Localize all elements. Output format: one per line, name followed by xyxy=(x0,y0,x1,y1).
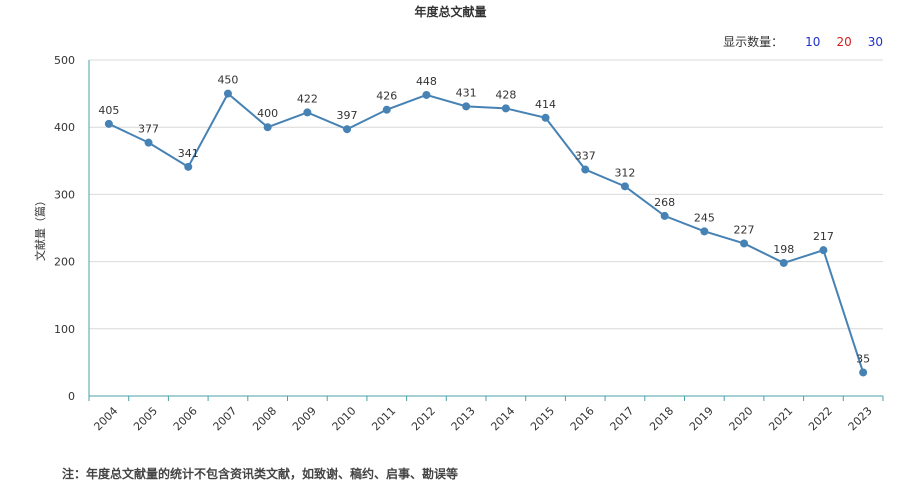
y-tick-label: 400 xyxy=(54,121,75,134)
x-tick-label: 2007 xyxy=(211,404,240,433)
data-point xyxy=(819,246,828,255)
data-label: 400 xyxy=(257,107,278,120)
data-point xyxy=(223,89,232,98)
data-point xyxy=(422,90,431,99)
data-point xyxy=(620,182,629,191)
data-label: 397 xyxy=(337,109,358,122)
y-tick-label: 0 xyxy=(68,390,75,403)
footnote: 注：年度总文献量的统计不包含资讯类文献，如致谢、稿约、启事、勘误等 xyxy=(62,467,459,481)
data-point xyxy=(779,258,788,267)
data-point xyxy=(541,113,550,122)
display-count-option-10[interactable]: 10 xyxy=(805,34,821,49)
data-label: 227 xyxy=(734,223,755,236)
data-point xyxy=(859,368,868,377)
x-tick-label: 2012 xyxy=(409,404,438,433)
x-tick-label: 2022 xyxy=(806,404,835,433)
data-label: 217 xyxy=(813,230,834,243)
data-point xyxy=(660,211,669,220)
x-tick-label: 2017 xyxy=(608,404,637,433)
data-point xyxy=(501,104,510,113)
data-point xyxy=(303,108,312,117)
data-point xyxy=(343,125,352,134)
data-label: 377 xyxy=(138,123,159,136)
data-label: 268 xyxy=(654,196,675,209)
x-tick-label: 2014 xyxy=(488,404,517,433)
data-point xyxy=(104,119,113,128)
data-point xyxy=(184,162,193,171)
x-tick-label: 2006 xyxy=(171,404,200,433)
x-tick-label: 2016 xyxy=(568,404,597,433)
x-tick-label: 2005 xyxy=(131,404,160,433)
data-label: 414 xyxy=(535,98,556,111)
x-tick-label: 2004 xyxy=(91,404,120,433)
data-point xyxy=(740,239,749,248)
data-label: 245 xyxy=(694,211,715,224)
data-label: 422 xyxy=(297,92,318,105)
data-label: 431 xyxy=(456,86,477,99)
x-tick-label: 2011 xyxy=(369,404,398,433)
x-tick-label: 2009 xyxy=(290,404,319,433)
y-tick-label: 500 xyxy=(54,54,75,67)
data-point xyxy=(263,123,272,132)
x-tick-label: 2021 xyxy=(766,404,795,433)
series-line xyxy=(108,92,865,373)
data-point xyxy=(581,165,590,174)
x-tick-label: 2015 xyxy=(528,404,557,433)
data-label: 450 xyxy=(217,74,238,87)
chart-title: 年度总文献量 xyxy=(414,5,487,19)
x-tick-label: 2010 xyxy=(330,404,359,433)
data-label: 198 xyxy=(773,243,794,256)
data-label: 428 xyxy=(495,88,516,101)
x-tick-label: 2013 xyxy=(449,404,478,433)
display-count-option-30[interactable]: 30 xyxy=(867,34,883,49)
y-tick-label: 300 xyxy=(54,188,75,201)
display-count-label: 显示数量： xyxy=(723,35,784,49)
data-point xyxy=(382,105,391,114)
data-label: 35 xyxy=(856,352,870,365)
y-axis-label: 文献量（篇） xyxy=(33,195,47,261)
x-tick-label: 2019 xyxy=(687,404,716,433)
data-point xyxy=(462,102,471,111)
data-label: 426 xyxy=(376,90,397,103)
data-label: 448 xyxy=(416,75,437,88)
y-tick-label: 100 xyxy=(54,323,75,336)
data-label: 312 xyxy=(614,166,635,179)
x-tick-label: 2023 xyxy=(846,404,875,433)
data-label: 405 xyxy=(98,104,119,117)
data-point xyxy=(144,138,153,147)
data-point xyxy=(700,227,709,236)
x-tick-label: 2018 xyxy=(647,404,676,433)
data-label: 337 xyxy=(575,150,596,163)
x-tick-label: 2020 xyxy=(727,404,756,433)
display-count-control: 显示数量： 10 20 30 xyxy=(723,33,883,50)
y-tick-label: 200 xyxy=(54,256,75,269)
x-tick-label: 2008 xyxy=(250,404,279,433)
data-label: 341 xyxy=(178,147,199,160)
display-count-option-20[interactable]: 20 xyxy=(836,34,852,49)
